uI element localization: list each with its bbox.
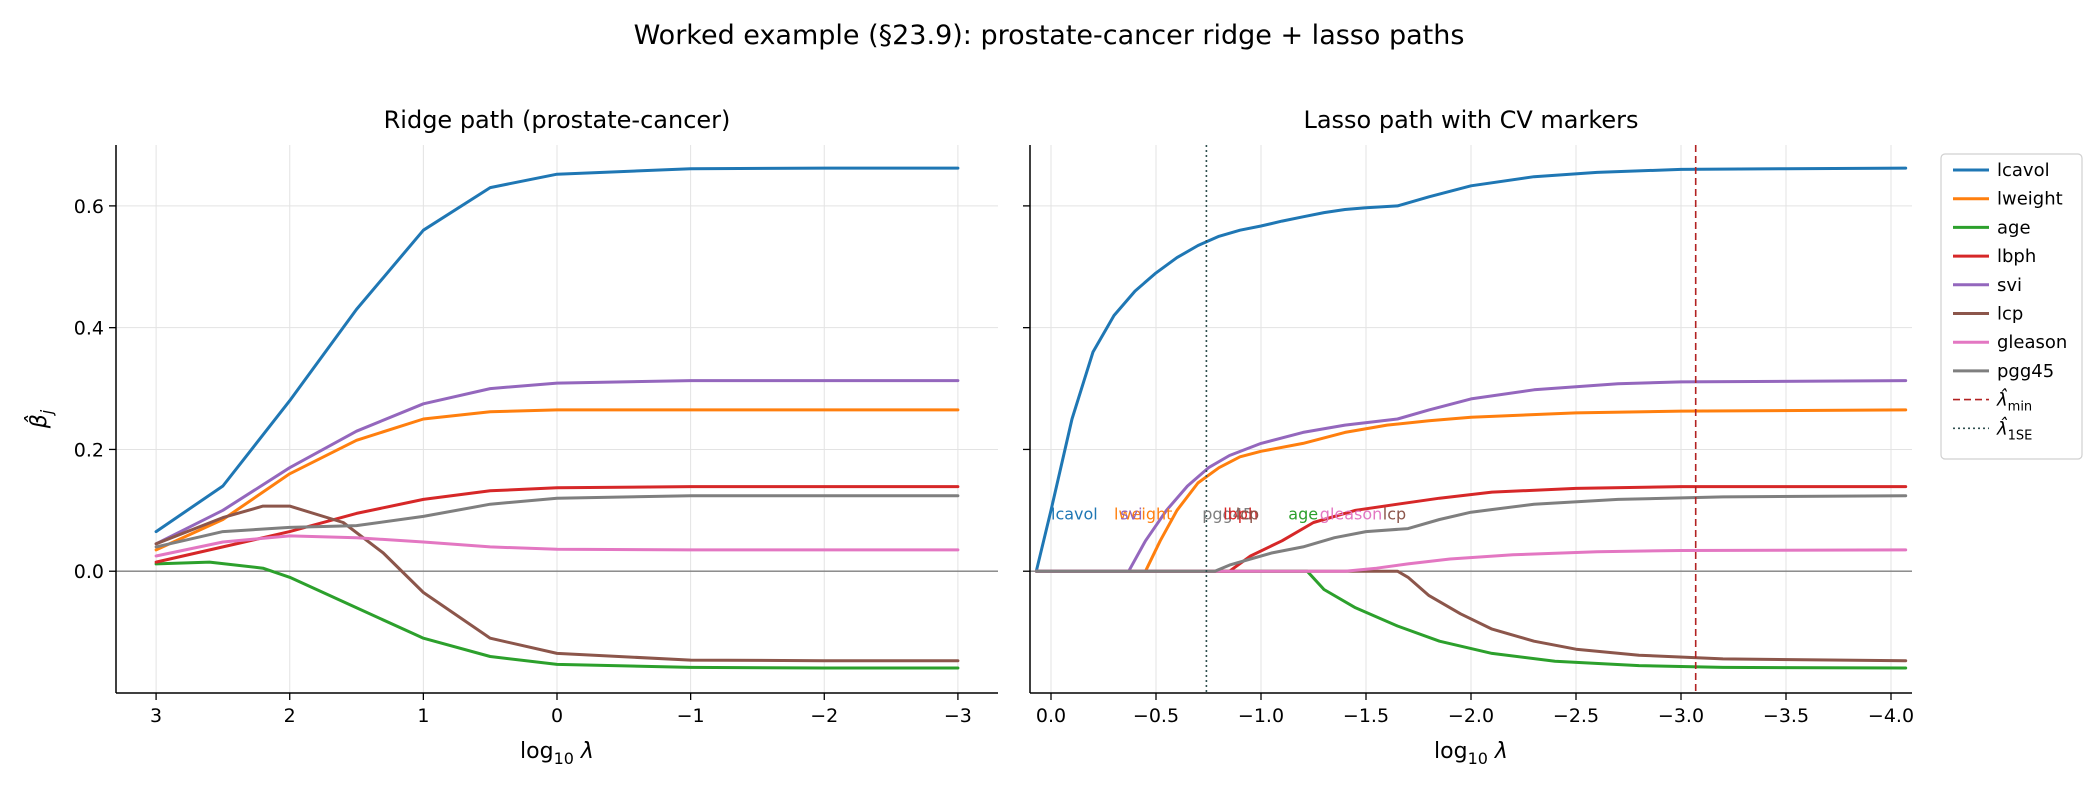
series-line-gleason [1034,548,1908,573]
y-tick-label: 0.6 [74,196,104,218]
legend-label: lweight [1997,189,2063,210]
panel-title: Lasso path with CV markers [1303,106,1638,134]
series-line-gleason [154,534,960,558]
x-tick-label: 1 [417,705,429,727]
x-tick-label: −0.5 [1133,705,1179,727]
legend-label: λ̂1SE [1996,416,2032,443]
y-axis-label: β̂j [25,409,56,429]
series-line-pgg45 [1034,494,1908,573]
series-line-lcavol [1034,166,1908,573]
x-axis-label: log10 λ [520,739,594,768]
y-tick-label: 0.2 [74,439,104,461]
legend: lcavol lweight age lbph svi lcp gleason pgg45 λ̂… [1940,153,2083,460]
x-tick-label: 0 [551,705,563,727]
y-tick-label: 0.0 [74,561,104,583]
legend-label: lbph [1997,246,2036,267]
series-line-lcp [154,504,960,663]
series-line-lweight [1034,408,1908,573]
x-tick-label: 3 [150,705,162,727]
x-tick-label: −2 [810,705,838,727]
series-line-lcavol [154,166,960,534]
entry-label-age: age [1288,504,1318,523]
entry-label-lweight: lweight [1114,504,1172,523]
x-tick-label: 2 [284,705,296,727]
x-tick-label: −3.5 [1763,705,1809,727]
panel-title: Ridge path (prostate-cancer) [384,106,731,134]
entry-label-lcavol: lcavol [1051,504,1098,523]
x-tick-label: −1.0 [1238,705,1284,727]
x-tick-label: −1 [677,705,705,727]
x-tick-label: −2.5 [1553,705,1599,727]
x-tick-label: −1.5 [1343,705,1389,727]
ridge-panel: 3 2 1 0 −1 −2 −3 0.0 0.2 0.4 0.6 Ridge path (prosta… [25,106,998,768]
series-line-lcp [1034,569,1908,663]
legend-label: age [1997,217,2031,238]
x-axis-label: log10 λ [1434,739,1508,768]
legend-label: λ̂min [1996,387,2032,414]
entry-label-lcp: lcp [1236,504,1259,523]
series-line-pgg45 [154,494,960,549]
x-tick-label: −2.0 [1448,705,1494,727]
legend-label: svi [1997,275,2022,296]
legend-frame [1940,153,2083,460]
x-tick-label: −4.0 [1868,705,1914,727]
series-line-svi [154,379,960,546]
entry-label-svi: svi [1120,504,1142,523]
series-line-lweight [154,408,960,552]
entry-label-lbph: lbph [1223,504,1258,523]
legend-label: pgg45 [1997,361,2054,382]
series-line-svi [1034,379,1908,573]
series-line-age [154,560,960,670]
entry-label-lcp: lcp [1383,504,1406,523]
x-tick-label: −3 [944,705,972,727]
series-line-age [1034,569,1908,670]
entry-label-pgg45: pgg45 [1202,504,1253,523]
suptitle: Worked example (§23.9): prostate-cancer … [634,20,1465,51]
legend-label: lcp [1997,304,2023,325]
legend-label: lcavol [1997,160,2050,181]
entry-label-gleason: gleason [1320,504,1383,523]
legend-label: gleason [1997,332,2067,353]
x-tick-label: −3.0 [1658,705,1704,727]
y-tick-label: 0.4 [74,318,104,340]
x-tick-label: 0.0 [1036,705,1066,727]
